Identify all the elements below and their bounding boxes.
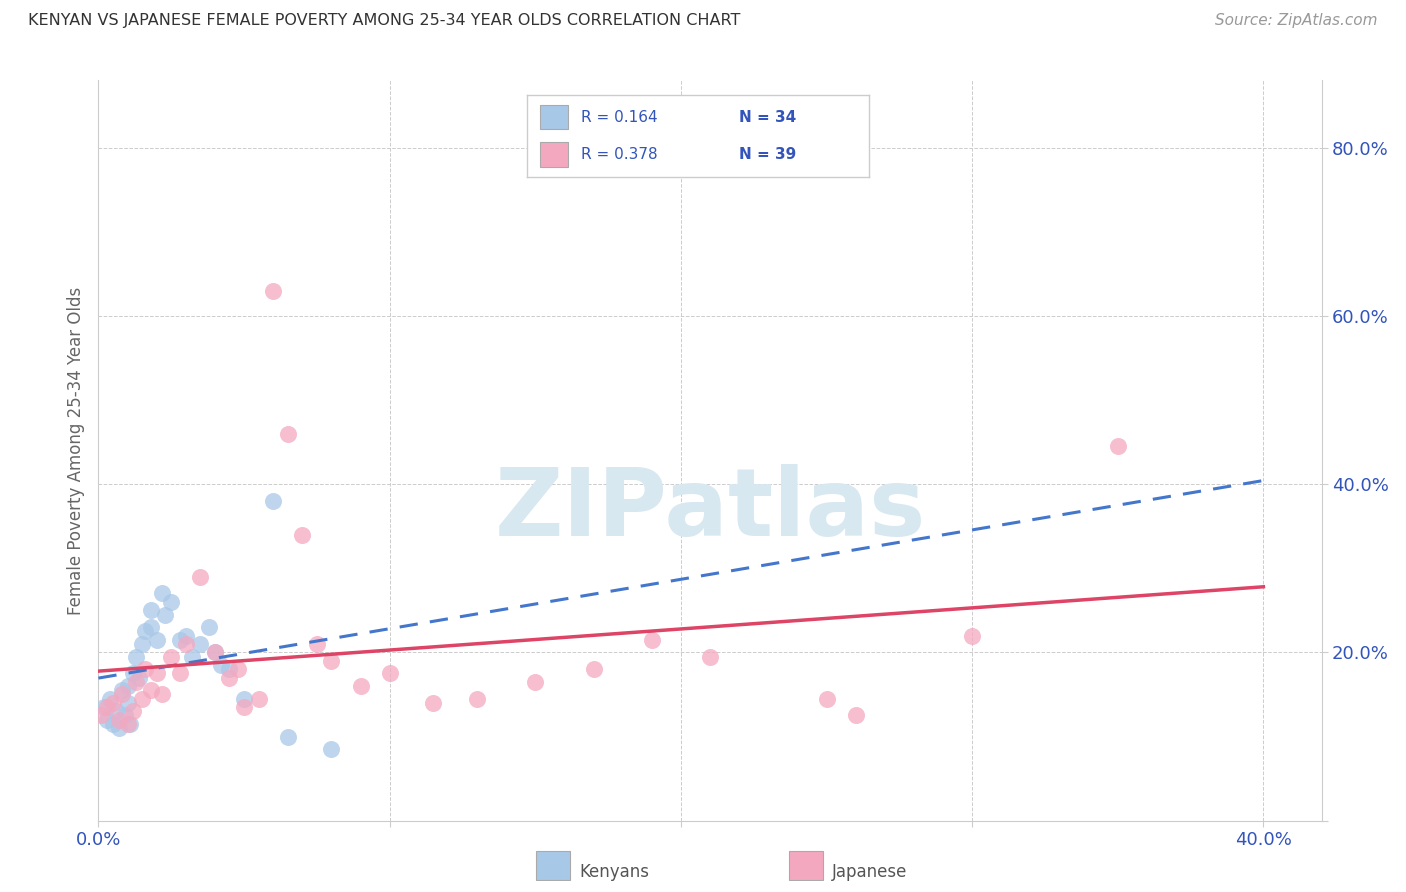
Point bbox=[152, 586, 174, 600]
Point bbox=[101, 717, 124, 731]
Point bbox=[321, 742, 343, 756]
Point bbox=[291, 527, 314, 541]
Point bbox=[233, 700, 256, 714]
Point bbox=[125, 674, 148, 689]
Point bbox=[131, 691, 153, 706]
Point bbox=[349, 679, 371, 693]
Point bbox=[305, 637, 328, 651]
Point bbox=[90, 708, 112, 723]
Text: N = 39: N = 39 bbox=[740, 147, 796, 162]
Point bbox=[262, 284, 284, 298]
Text: Kenyans: Kenyans bbox=[579, 863, 650, 881]
Point bbox=[204, 645, 226, 659]
Point bbox=[120, 717, 142, 731]
Point bbox=[111, 683, 134, 698]
Text: KENYAN VS JAPANESE FEMALE POVERTY AMONG 25-34 YEAR OLDS CORRELATION CHART: KENYAN VS JAPANESE FEMALE POVERTY AMONG … bbox=[28, 13, 741, 29]
Point bbox=[96, 713, 118, 727]
Point bbox=[139, 603, 162, 617]
Text: ZIPatlas: ZIPatlas bbox=[495, 464, 925, 556]
Point bbox=[188, 569, 212, 583]
Point bbox=[226, 662, 249, 676]
Point bbox=[145, 666, 167, 681]
Text: R = 0.378: R = 0.378 bbox=[581, 147, 658, 162]
Point bbox=[174, 628, 197, 642]
Text: N = 34: N = 34 bbox=[740, 110, 796, 125]
Point bbox=[188, 637, 212, 651]
Point bbox=[815, 691, 838, 706]
Point bbox=[524, 674, 547, 689]
Point bbox=[98, 691, 121, 706]
Point bbox=[139, 683, 162, 698]
Point bbox=[247, 691, 270, 706]
Point bbox=[169, 666, 191, 681]
Text: Source: ZipAtlas.com: Source: ZipAtlas.com bbox=[1215, 13, 1378, 29]
Point bbox=[422, 696, 444, 710]
FancyBboxPatch shape bbox=[540, 143, 568, 167]
Point bbox=[128, 671, 150, 685]
Point bbox=[131, 637, 153, 651]
Text: R = 0.164: R = 0.164 bbox=[581, 110, 658, 125]
Point bbox=[155, 607, 177, 622]
Point bbox=[122, 666, 145, 681]
Point bbox=[169, 632, 191, 647]
Point bbox=[641, 632, 664, 647]
Point bbox=[582, 662, 605, 676]
Point bbox=[233, 691, 256, 706]
Point bbox=[108, 713, 131, 727]
Point bbox=[699, 649, 721, 664]
FancyBboxPatch shape bbox=[536, 851, 571, 880]
FancyBboxPatch shape bbox=[789, 851, 824, 880]
Point bbox=[174, 637, 197, 651]
Point bbox=[139, 620, 162, 634]
Point bbox=[152, 688, 174, 702]
Point bbox=[114, 708, 136, 723]
Point bbox=[108, 721, 131, 735]
Point bbox=[198, 620, 221, 634]
Point bbox=[160, 595, 183, 609]
Point bbox=[122, 704, 145, 718]
Point bbox=[262, 494, 284, 508]
Point bbox=[117, 696, 139, 710]
Point bbox=[104, 704, 127, 718]
Point bbox=[101, 696, 124, 710]
Point bbox=[117, 717, 139, 731]
Point bbox=[845, 708, 868, 723]
Point bbox=[277, 426, 299, 441]
Point bbox=[145, 632, 167, 647]
Point bbox=[378, 666, 401, 681]
Point bbox=[134, 624, 156, 639]
Y-axis label: Female Poverty Among 25-34 Year Olds: Female Poverty Among 25-34 Year Olds bbox=[66, 286, 84, 615]
Point bbox=[134, 662, 156, 676]
FancyBboxPatch shape bbox=[540, 105, 568, 129]
Point bbox=[96, 700, 118, 714]
Point bbox=[465, 691, 488, 706]
Point bbox=[960, 628, 983, 642]
Point bbox=[111, 688, 134, 702]
Point bbox=[321, 654, 343, 668]
Point bbox=[93, 700, 115, 714]
Point bbox=[1107, 439, 1129, 453]
Point bbox=[204, 645, 226, 659]
Text: Japanese: Japanese bbox=[832, 863, 908, 881]
Point bbox=[218, 671, 240, 685]
Point bbox=[125, 649, 148, 664]
Point bbox=[117, 679, 139, 693]
Point bbox=[160, 649, 183, 664]
Point bbox=[277, 730, 299, 744]
Point bbox=[218, 662, 240, 676]
Point bbox=[209, 658, 232, 673]
Point bbox=[180, 649, 202, 664]
